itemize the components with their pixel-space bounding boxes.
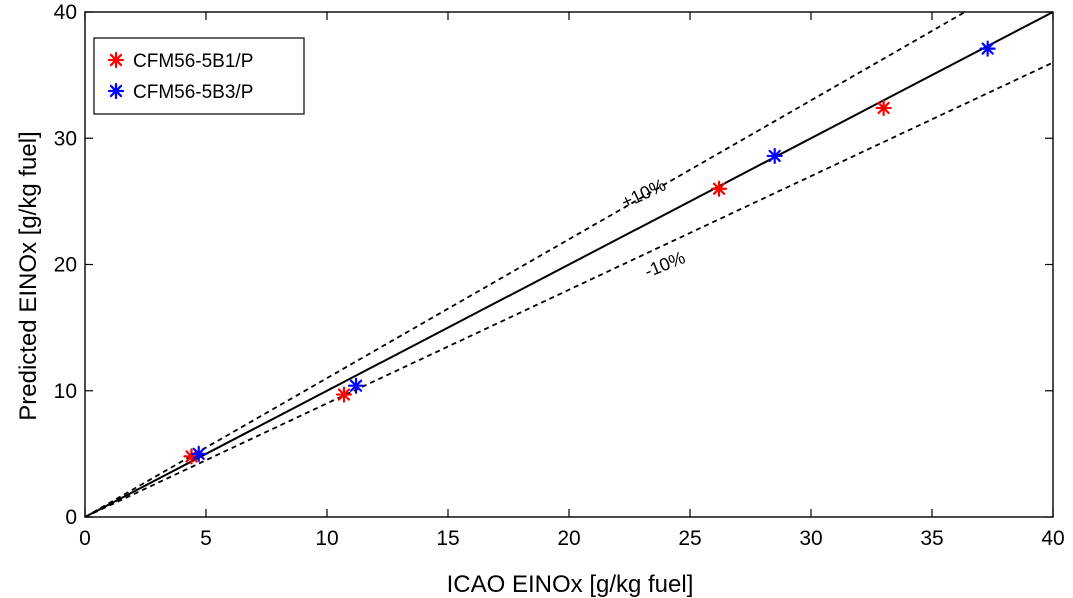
y-tick-label: 40	[54, 1, 77, 24]
x-axis-ticks: 0 5 10 15 20 25 30 35 40	[79, 12, 1065, 550]
x-tick-label: 30	[799, 527, 822, 550]
y-axis-label: Predicted EINOx [g/kg fuel]	[15, 131, 42, 420]
data-point-series-1	[190, 445, 207, 462]
legend-marker-icon	[107, 82, 125, 100]
y-tick-label: 30	[54, 127, 77, 150]
legend-marker-cfm56-5b3p	[107, 82, 125, 100]
x-tick-label: 25	[678, 527, 701, 550]
minus-10-percent-line	[85, 61, 1053, 517]
x-axis-label: ICAO EINOx [g/kg fuel]	[447, 571, 694, 598]
x-tick-label: 35	[920, 527, 943, 550]
one-to-one-line	[85, 12, 1053, 517]
x-tick-label: 5	[200, 527, 212, 550]
legend-label-cfm56-5b1p: CFM56-5B1/P	[133, 51, 253, 72]
y-tick-label: 0	[65, 506, 77, 529]
legend-marker-cfm56-5b1p	[107, 51, 125, 69]
legend-marker-icon	[107, 51, 125, 69]
reference-lines	[85, 12, 1053, 517]
y-tick-label: 20	[54, 254, 77, 277]
plus-10-percent-label: +10%	[618, 175, 669, 213]
data-point-series-1	[347, 377, 365, 394]
plus-10-percent-line	[85, 12, 967, 517]
x-tick-label: 0	[79, 527, 91, 550]
data-points	[183, 40, 996, 465]
legend-box	[93, 37, 305, 115]
y-tick-label: 10	[54, 380, 77, 403]
x-tick-label: 15	[436, 527, 459, 550]
x-tick-label: 20	[557, 527, 580, 550]
data-point-series-0	[875, 99, 892, 117]
y-axis-ticks: 0 10 20 30 40	[54, 1, 1053, 529]
legend-label-cfm56-5b3p: CFM56-5B3/P	[133, 82, 253, 103]
data-point-series-0	[710, 180, 728, 197]
data-point-series-1	[766, 147, 783, 165]
x-tick-label: 10	[315, 527, 338, 550]
data-point-series-0	[335, 386, 353, 403]
legend: CFM56-5B1/P CFM56-5B3/P	[93, 37, 305, 115]
data-point-series-1	[979, 40, 996, 57]
x-tick-label: 40	[1041, 527, 1064, 550]
